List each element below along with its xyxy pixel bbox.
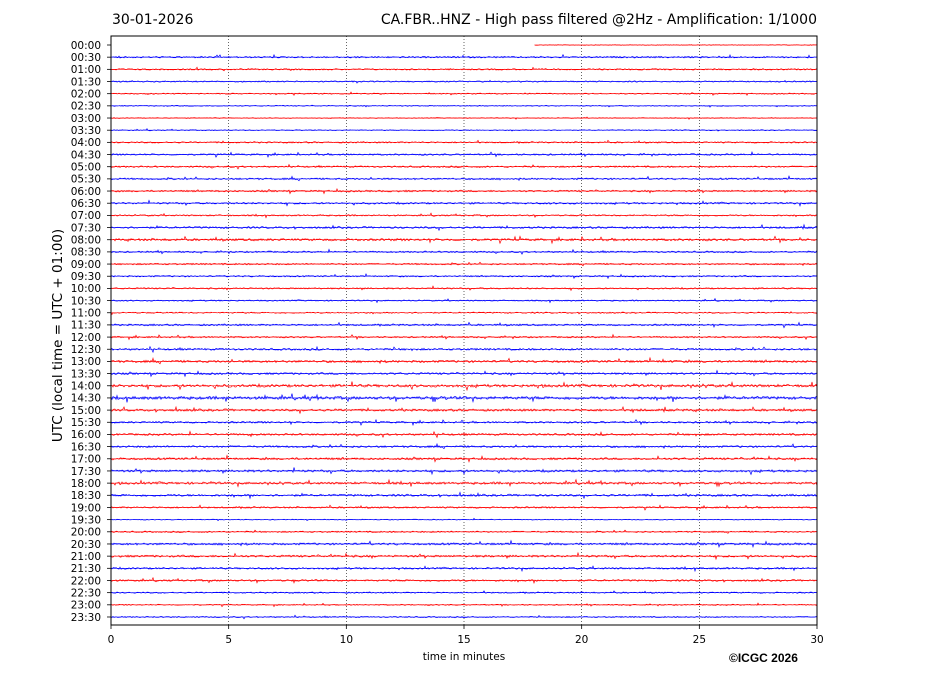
trace-0100 — [110, 66, 818, 72]
x-tick-label: 5 — [225, 634, 232, 646]
trace-0600 — [110, 187, 818, 195]
y-tick-label: 16:30 — [71, 441, 101, 453]
y-tick-label: 00:30 — [71, 52, 101, 64]
y-tick-label: 07:00 — [71, 210, 101, 222]
y-tick-label: 04:00 — [71, 137, 101, 149]
y-tick-label: 13:00 — [71, 356, 101, 368]
trace-1400 — [110, 381, 818, 392]
y-tick-label: 11:00 — [71, 308, 101, 320]
y-tick-label: 09:00 — [71, 259, 101, 271]
chart-title: CA.FBR..HNZ - High pass filtered @2Hz - … — [380, 12, 817, 28]
y-tick-label: 05:00 — [71, 162, 101, 174]
y-tick-label: 04:30 — [71, 149, 101, 161]
y-tick-label: 15:30 — [71, 417, 101, 429]
y-tick-label: 06:30 — [71, 198, 101, 210]
x-tick-label: 30 — [810, 634, 823, 646]
y-tick-label: 23:00 — [71, 600, 101, 612]
y-axis-label: UTC (local time = UTC + 01:00) — [50, 229, 66, 442]
y-tick-label: 21:30 — [71, 563, 101, 575]
y-tick-label: 03:30 — [71, 125, 101, 137]
plot-frame — [110, 35, 818, 626]
y-tick-label: 13:30 — [71, 368, 101, 380]
y-tick-label: 20:00 — [71, 527, 101, 539]
y-tick-label: 22:00 — [71, 575, 101, 587]
trace-0900 — [110, 261, 818, 267]
y-tick-label: 20:30 — [71, 539, 101, 551]
y-tick-label: 17:30 — [71, 466, 101, 478]
y-tick-label: 12:30 — [71, 344, 101, 356]
y-tick-label: 23:30 — [71, 612, 101, 624]
x-tick-label: 10 — [340, 634, 353, 646]
grid-lines — [228, 36, 700, 625]
y-tick-label: 03:00 — [71, 113, 101, 125]
y-tick-label: 19:30 — [71, 514, 101, 526]
y-tick-label: 08:00 — [71, 235, 101, 247]
x-tick-label: 0 — [108, 634, 115, 646]
y-tick-label: 12:00 — [71, 332, 101, 344]
trace-0530 — [110, 175, 818, 182]
y-tick-label: 09:30 — [71, 271, 101, 283]
y-tick-label: 18:00 — [71, 478, 101, 490]
y-tick-label: 02:30 — [71, 101, 101, 113]
y-tick-label: 16:00 — [71, 429, 101, 441]
y-tick-label: 02:00 — [71, 88, 101, 100]
trace-1530 — [110, 418, 818, 426]
y-tick-label: 01:00 — [71, 64, 101, 76]
trace-1730 — [110, 467, 818, 476]
y-tick-label: 07:30 — [71, 222, 101, 234]
y-tick-label: 10:30 — [71, 295, 101, 307]
y-tick-label: 00:00 — [71, 40, 101, 52]
y-tick-label: 05:30 — [71, 174, 101, 186]
x-tick-labels: 0 5 10 15 20 25 30 — [108, 625, 824, 646]
trace-group — [110, 44, 818, 620]
x-tick-label: 20 — [575, 634, 588, 646]
y-tick-label: 11:30 — [71, 320, 101, 332]
x-tick-label: 15 — [457, 634, 470, 646]
trace-2030 — [110, 539, 818, 549]
y-tick-label: 10:00 — [71, 283, 101, 295]
y-tick-label: 06:00 — [71, 186, 101, 198]
copyright-label: ©ICGC 2026 — [729, 651, 798, 665]
y-tick-label: 14:00 — [71, 381, 101, 393]
y-tick-label: 18:30 — [71, 490, 101, 502]
trace-0830 — [110, 248, 818, 255]
x-axis-label: time in minutes — [423, 651, 505, 663]
y-tick-label: 22:30 — [71, 587, 101, 599]
chart-date: 30-01-2026 — [112, 12, 194, 28]
y-tick-label: 15:00 — [71, 405, 101, 417]
y-tick-label: 14:30 — [71, 393, 101, 405]
y-tick-label: 08:30 — [71, 247, 101, 259]
trace-1230 — [110, 345, 818, 354]
y-tick-labels: 00:0000:3001:0001:3002:0002:3003:0003:30… — [71, 40, 111, 624]
y-tick-label: 21:00 — [71, 551, 101, 563]
y-tick-label: 17:00 — [71, 454, 101, 466]
y-tick-label: 19:00 — [71, 502, 101, 514]
x-tick-label: 25 — [693, 634, 706, 646]
y-tick-label: 01:30 — [71, 76, 101, 88]
